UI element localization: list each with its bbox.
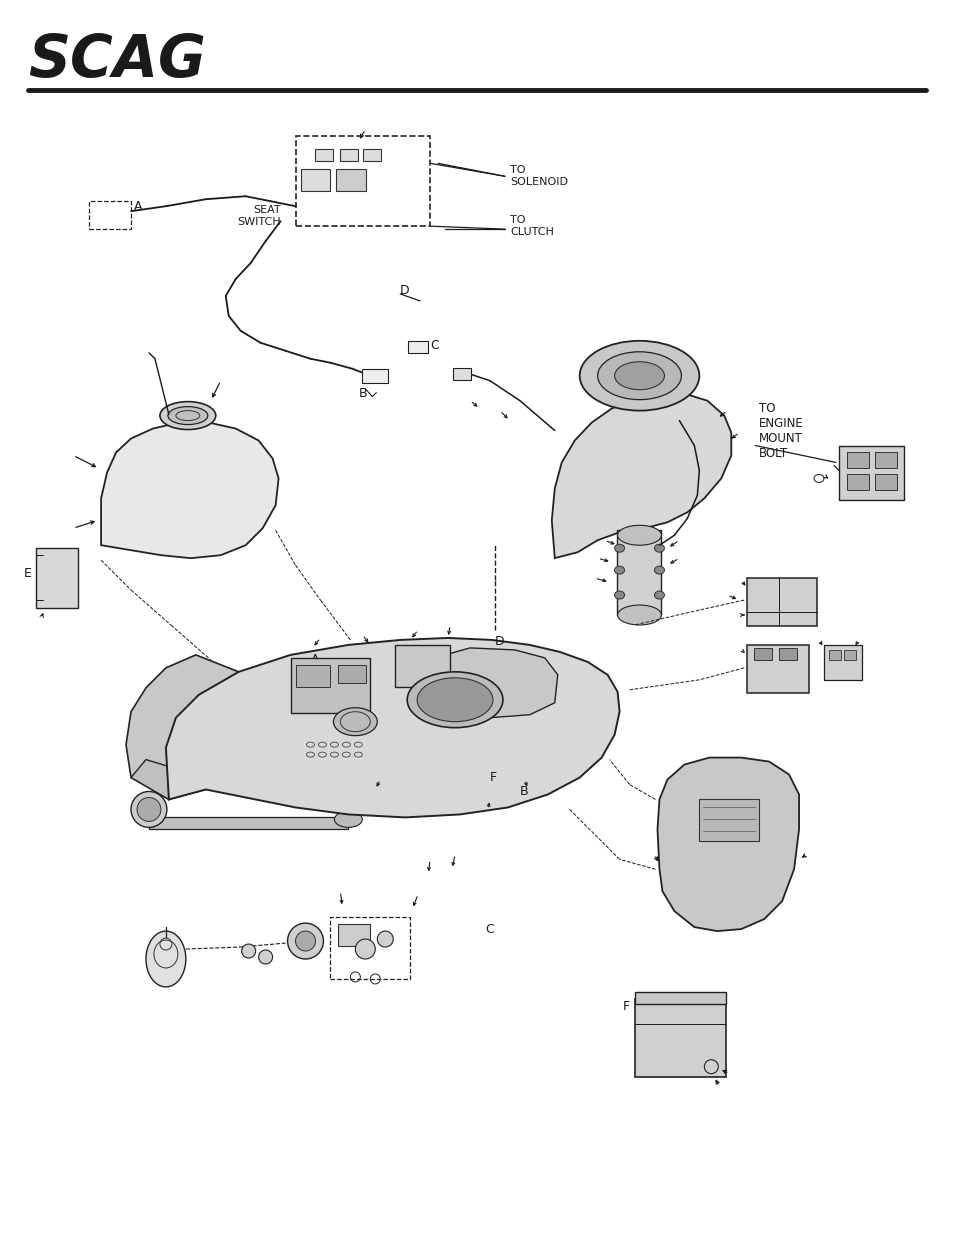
- Bar: [846, 474, 868, 490]
- Polygon shape: [126, 655, 238, 799]
- Ellipse shape: [597, 352, 680, 400]
- Bar: [823, 645, 861, 679]
- Polygon shape: [551, 394, 731, 558]
- Ellipse shape: [614, 545, 624, 552]
- Bar: [828, 650, 840, 659]
- Bar: [453, 368, 471, 379]
- Text: F: F: [621, 1000, 629, 1014]
- Bar: [779, 648, 796, 659]
- Bar: [874, 474, 896, 490]
- Text: F: F: [490, 771, 497, 784]
- Ellipse shape: [579, 341, 699, 410]
- Ellipse shape: [617, 525, 660, 545]
- Text: A: A: [310, 653, 318, 667]
- Ellipse shape: [614, 592, 624, 599]
- Ellipse shape: [614, 566, 624, 574]
- Bar: [634, 999, 725, 1077]
- Ellipse shape: [407, 672, 502, 727]
- Ellipse shape: [241, 944, 255, 958]
- Ellipse shape: [160, 401, 215, 430]
- Text: SEAT
SWITCH: SEAT SWITCH: [236, 205, 280, 227]
- Bar: [330, 918, 410, 979]
- Ellipse shape: [654, 545, 663, 552]
- Bar: [699, 799, 759, 841]
- Text: TO
ENGINE
MOUNT
BOLT: TO ENGINE MOUNT BOLT: [759, 401, 803, 459]
- Ellipse shape: [131, 792, 167, 827]
- Ellipse shape: [295, 931, 315, 951]
- Bar: [843, 650, 855, 659]
- Text: C: C: [430, 340, 438, 352]
- Ellipse shape: [335, 811, 362, 827]
- Text: D: D: [400, 284, 410, 298]
- Bar: [363, 149, 381, 162]
- Bar: [149, 818, 348, 830]
- Bar: [846, 452, 868, 468]
- Ellipse shape: [654, 592, 663, 599]
- Bar: [295, 136, 430, 226]
- Polygon shape: [435, 648, 558, 718]
- Bar: [634, 992, 725, 1004]
- Bar: [408, 341, 428, 353]
- Bar: [315, 149, 333, 162]
- Bar: [291, 658, 370, 713]
- Ellipse shape: [168, 406, 208, 425]
- Polygon shape: [131, 760, 206, 799]
- Polygon shape: [657, 757, 799, 931]
- Bar: [616, 530, 660, 615]
- Ellipse shape: [654, 566, 663, 574]
- Ellipse shape: [137, 798, 161, 821]
- Text: SCAG: SCAG: [29, 32, 206, 89]
- Bar: [89, 201, 131, 230]
- Ellipse shape: [333, 708, 376, 736]
- Bar: [754, 648, 771, 659]
- Text: A: A: [133, 200, 142, 212]
- Bar: [746, 578, 816, 626]
- Ellipse shape: [416, 678, 493, 721]
- Bar: [746, 645, 808, 693]
- Bar: [362, 369, 388, 383]
- Bar: [295, 664, 330, 687]
- Bar: [874, 452, 896, 468]
- Text: D: D: [495, 636, 504, 648]
- Ellipse shape: [258, 950, 273, 965]
- Bar: [338, 924, 370, 946]
- Ellipse shape: [355, 939, 375, 960]
- Text: E: E: [320, 666, 328, 678]
- Text: B: B: [519, 785, 528, 798]
- Ellipse shape: [287, 923, 323, 960]
- Ellipse shape: [146, 931, 186, 987]
- Ellipse shape: [614, 362, 663, 390]
- Bar: [300, 169, 330, 191]
- Text: E: E: [24, 567, 31, 579]
- Ellipse shape: [376, 931, 393, 947]
- Bar: [340, 149, 358, 162]
- Text: B: B: [358, 387, 367, 400]
- Polygon shape: [166, 638, 618, 818]
- Text: TO
CLUTCH: TO CLUTCH: [509, 215, 553, 237]
- Polygon shape: [101, 422, 278, 558]
- Text: C: C: [484, 923, 494, 936]
- Bar: [336, 169, 366, 191]
- Bar: [838, 446, 902, 500]
- Bar: [36, 548, 78, 608]
- Bar: [338, 664, 366, 683]
- Bar: [395, 645, 450, 687]
- Text: TO
SOLENOID: TO SOLENOID: [509, 165, 567, 186]
- Ellipse shape: [617, 605, 660, 625]
